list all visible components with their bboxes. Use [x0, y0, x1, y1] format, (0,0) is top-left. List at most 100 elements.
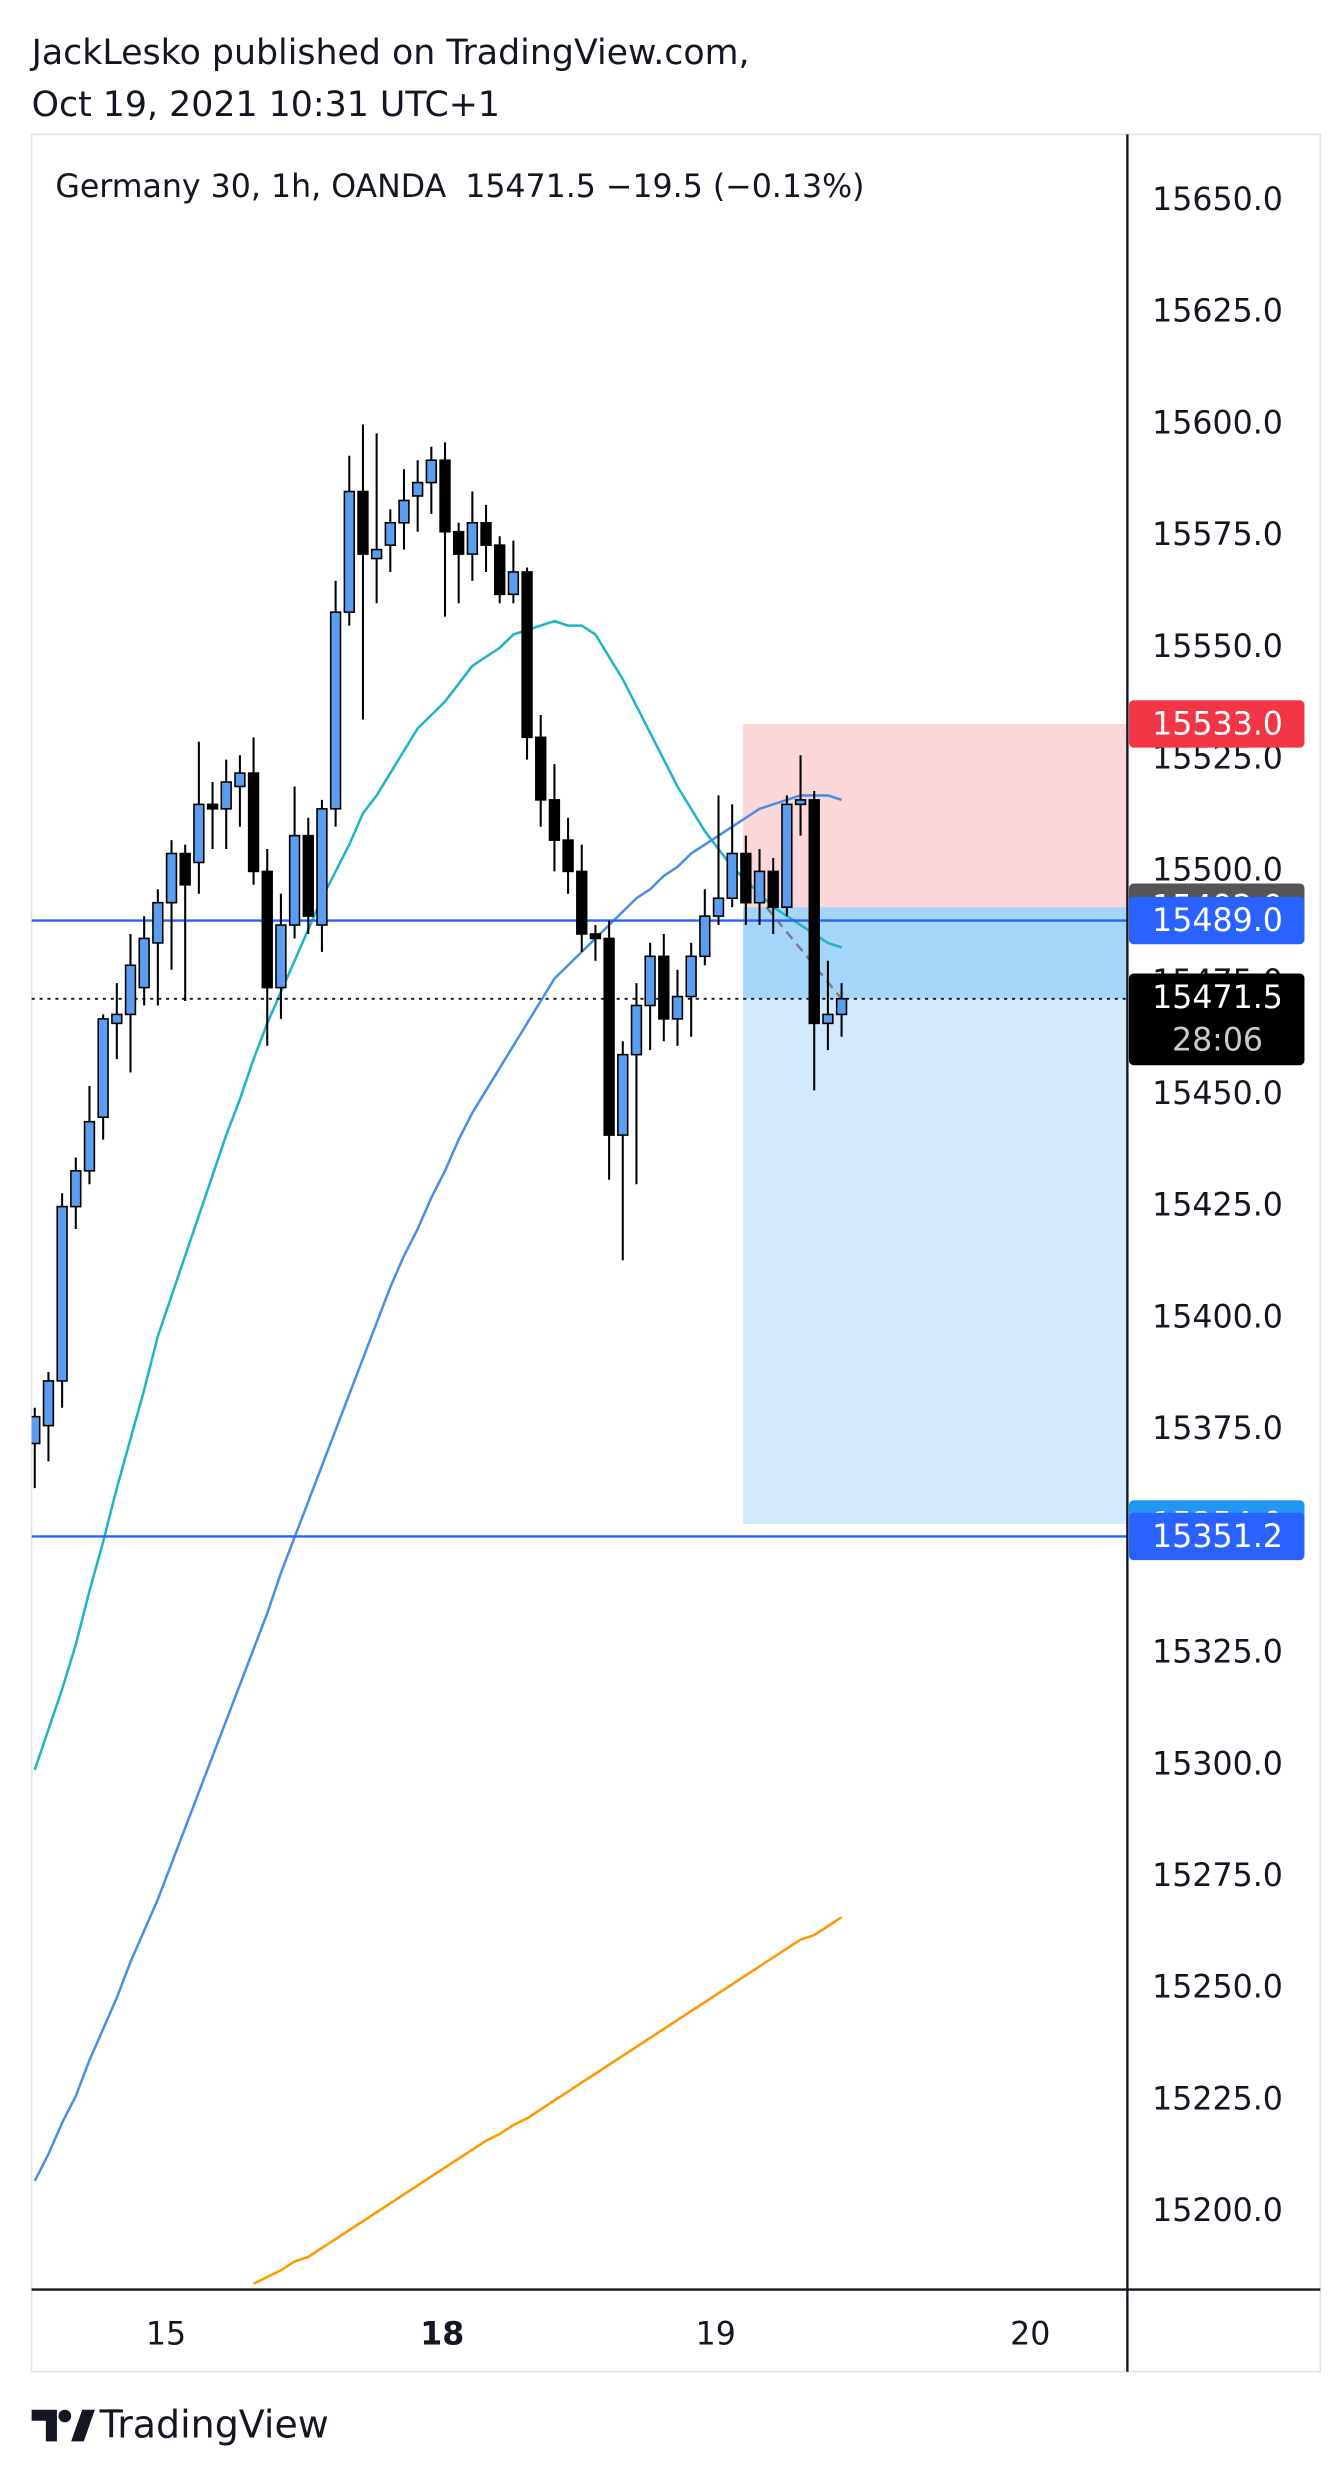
stop-label: 15533.0 [1152, 706, 1283, 742]
candle-body [740, 852, 752, 904]
candle-body [302, 834, 314, 917]
candle-body [480, 521, 492, 546]
candle-body [56, 1205, 68, 1382]
candle-body [165, 852, 178, 904]
date-line: Oct 19, 2021 10:31 UTC+1 [32, 85, 500, 125]
candle-body [70, 1170, 82, 1208]
y-tick-label: 15625.0 [1152, 294, 1283, 330]
y-tick-label: 15500.0 [1152, 852, 1283, 888]
candle-body [425, 459, 438, 484]
target-zone [743, 907, 1128, 1524]
x-tick-label: 20 [1010, 2316, 1050, 2352]
y-tick-label: 15575.0 [1152, 517, 1283, 553]
candle-body [275, 924, 287, 989]
y-tick-label: 15425.0 [1152, 1188, 1283, 1224]
plot-area [31, 424, 1128, 2285]
candle-body [548, 799, 561, 841]
candle-body [685, 955, 697, 998]
y-tick-label: 15250.0 [1152, 1970, 1283, 2006]
candle-body [794, 799, 807, 806]
candle-body [411, 481, 424, 497]
price-line-label: 15351.2 [1152, 1519, 1283, 1555]
y-tick-label: 15650.0 [1152, 182, 1283, 218]
candle-body [671, 995, 684, 1020]
candle-body [384, 521, 397, 546]
y-tick-label: 15550.0 [1152, 629, 1283, 665]
candle-body [589, 933, 602, 940]
symbol: Germany 30, 1h, OANDA [55, 169, 446, 205]
candle-body [193, 803, 205, 864]
candle-body [617, 1053, 629, 1136]
price-line-box [1128, 896, 1305, 945]
candle-body [138, 937, 150, 989]
candle-body [521, 571, 533, 739]
candle-body [466, 521, 479, 555]
y-tick-label: 15225.0 [1152, 2081, 1283, 2117]
candle-body [316, 808, 328, 926]
price-axis: 15650.015625.015600.015575.015550.015525… [1128, 182, 1305, 2229]
candle-body [124, 964, 137, 1016]
candle-body [658, 955, 670, 1020]
x-tick-label: 19 [696, 2316, 736, 2352]
candle-body [576, 870, 588, 935]
candle-body [220, 781, 232, 810]
candle-body [42, 1380, 55, 1427]
stop-box [1128, 700, 1305, 748]
y-tick-label: 15325.0 [1152, 1635, 1283, 1671]
candle-body [712, 897, 725, 917]
y-tick-label: 15200.0 [1152, 2193, 1283, 2229]
candle-body [97, 1018, 109, 1119]
y-tick-label: 15300.0 [1152, 1746, 1283, 1782]
legend: Germany 30, 1h, OANDA 15471.5 −19.5 (−0.1… [55, 169, 864, 205]
candle-body [234, 772, 246, 788]
ma-line [253, 1916, 843, 2285]
candle-body [206, 803, 219, 810]
candle-body [781, 803, 793, 908]
candle-body [288, 834, 301, 926]
candle-body [822, 1013, 834, 1025]
candle-body [329, 611, 342, 810]
stop-zone [743, 723, 1128, 908]
candle-body [494, 544, 506, 596]
candle-body [398, 499, 410, 524]
candle-body [699, 915, 711, 958]
ma-line [33, 794, 842, 2182]
author-line: JackLesko published on TradingView.com, [30, 33, 750, 73]
y-tick-label: 15375.0 [1152, 1411, 1283, 1447]
candle-body [753, 870, 766, 904]
candle-body [370, 548, 383, 560]
quote: 15471.5 −19.5 (−0.13%) [465, 169, 864, 205]
candle-body [357, 490, 369, 555]
price-line-label: 15489.0 [1152, 903, 1283, 939]
ma-line [33, 619, 842, 1771]
logo [31, 2409, 95, 2442]
candle-body [152, 901, 164, 944]
x-tick-label: 15 [146, 2316, 186, 2352]
candle-body [562, 839, 574, 873]
candle-body [726, 852, 738, 900]
candle-body [603, 937, 615, 1136]
candle-body [808, 799, 820, 1025]
price-line-box [1128, 1512, 1305, 1561]
position-path [765, 906, 843, 1000]
candle-body [261, 870, 273, 989]
countdown: 28:06 [1172, 1022, 1263, 1058]
x-tick-label: 18 [420, 2316, 464, 2352]
candle-body [507, 571, 520, 596]
candle-body [767, 870, 779, 908]
candle-body [452, 530, 465, 555]
candle-body [31, 1415, 41, 1445]
candle-body [835, 997, 848, 1016]
candle-body [630, 1004, 643, 1056]
last-price-box [1128, 973, 1305, 1066]
candle-body [111, 1013, 123, 1025]
candle-body [179, 852, 191, 886]
candle-body [83, 1120, 96, 1172]
last-price-label: 15471.5 [1152, 980, 1283, 1016]
candle-body [535, 736, 547, 801]
candle-body [343, 490, 355, 613]
candle-body [439, 459, 451, 533]
y-tick-label: 15450.0 [1152, 1076, 1283, 1112]
y-tick-label: 15275.0 [1152, 1858, 1283, 1894]
